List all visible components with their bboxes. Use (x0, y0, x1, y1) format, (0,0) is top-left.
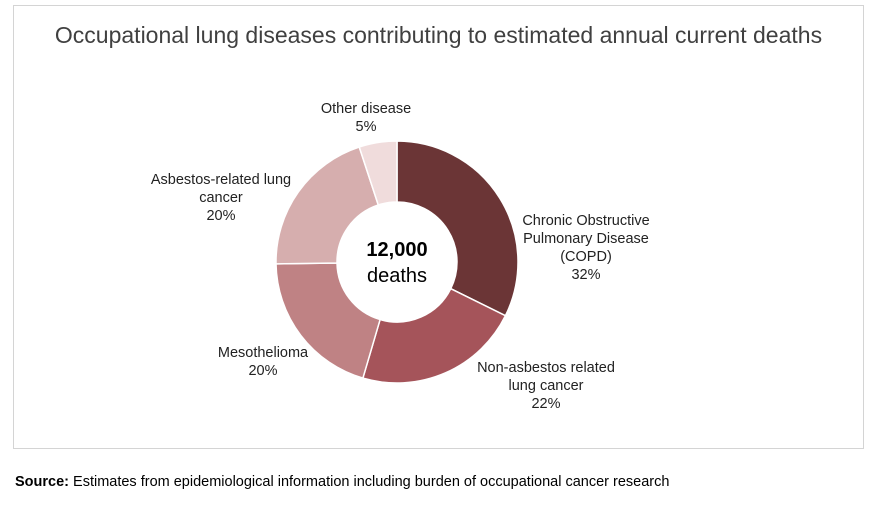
source-note: Source: Estimates from epidemiological i… (15, 474, 669, 490)
slice-value-label: 22% (531, 396, 560, 412)
donut-slice (358, 140, 398, 206)
slice-label: Non-asbestos related lung cancer 22% (477, 360, 615, 412)
slice-label-line: lung cancer (509, 378, 584, 394)
slice-label-line: Chronic Obstructive (522, 213, 649, 229)
chart-title: Occupational lung diseases contributing … (54, 22, 823, 48)
slice-label-line: (COPD) (560, 249, 612, 265)
slice-label-line: Pulmonary Disease (523, 231, 649, 247)
donut-slice (396, 140, 519, 317)
slice-label: Chronic Obstructive Pulmonary Disease (COP… (522, 213, 649, 283)
center-label-unit: deaths (367, 265, 427, 287)
slice-label: Other disease 5% (321, 101, 411, 135)
slice-value-label: 20% (206, 208, 235, 224)
donut-slice (275, 146, 380, 265)
donut-slice (275, 262, 382, 380)
chart-frame: Occupational lung diseases contributing … (13, 5, 864, 449)
source-text: Estimates from epidemiological informati… (69, 474, 670, 490)
slice-label: Asbestos-related lung cancer 20% (151, 172, 291, 224)
slice-label-line: Mesothelioma (218, 345, 309, 361)
slice-value-label: 20% (248, 363, 277, 379)
slice-label-line: Other disease (321, 101, 411, 117)
slice-label-line: cancer (199, 190, 243, 206)
donut-slice (361, 287, 507, 384)
slice-label-line: Asbestos-related lung (151, 172, 291, 188)
center-label-number: 12,000 (366, 239, 427, 261)
slice-label: Mesothelioma 20% (218, 345, 309, 379)
slice-value-label: 5% (356, 119, 377, 135)
center-label: 12,000 deaths (366, 239, 427, 287)
source-prefix: Source: (15, 474, 69, 490)
slice-value-label: 32% (571, 267, 600, 283)
slice-label-line: Non-asbestos related (477, 360, 615, 376)
